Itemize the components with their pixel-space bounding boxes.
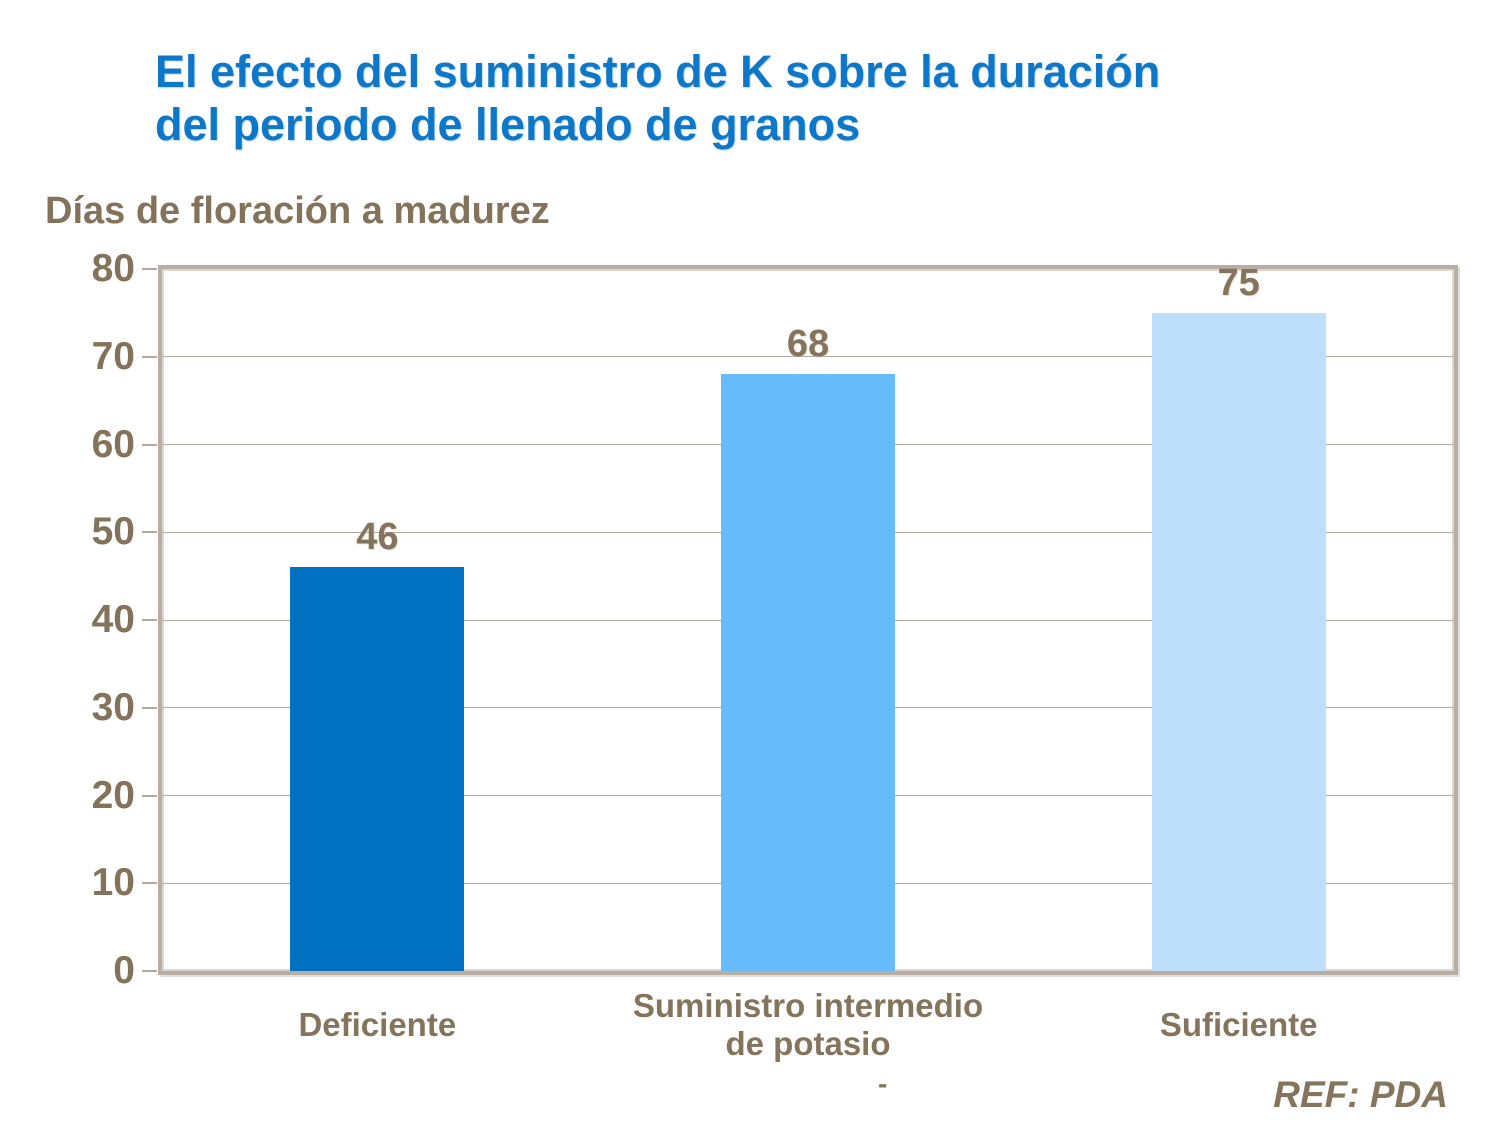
- bar-value-label-2: 68: [786, 323, 830, 366]
- y-tick-label-10: 10: [91, 861, 135, 905]
- y-tick-10: [142, 882, 157, 885]
- x-category-label-line: Suministro intermedio: [632, 987, 984, 1024]
- y-tick-60: [142, 443, 157, 446]
- bar-value-label-3: 75: [1217, 261, 1260, 304]
- y-tick-20: [142, 794, 157, 797]
- x-category-label-line: Deficiente: [298, 1006, 457, 1043]
- bar-2: [721, 374, 895, 971]
- y-tick-label-80: 80: [91, 247, 135, 290]
- chart-title: El efecto del suministro de K sobre la d…: [155, 46, 1395, 151]
- y-tick-label-60: 60: [91, 422, 135, 466]
- y-tick-label-0: 0: [113, 949, 135, 992]
- y-tick-0: [142, 970, 157, 972]
- plot-area: 0 10 20 30 40 50 60 70 80 46 68 75: [92, 247, 1458, 992]
- footer-dash: -: [878, 1068, 888, 1099]
- y-tick-50: [142, 531, 157, 534]
- y-tick-80: [142, 268, 157, 270]
- x-axis-labels: Deficiente Suministro intermedio de potasi…: [162, 982, 1454, 1068]
- x-category-label-2: Suministro intermedio de potasio: [593, 982, 1024, 1068]
- x-category-label-line: de potasio: [725, 1025, 891, 1062]
- y-tick-30: [142, 706, 157, 709]
- chart-title-line2: del periodo de llenado de granos: [155, 98, 861, 150]
- x-category-label-3: Suficiente: [1023, 982, 1454, 1068]
- bar-value-label-1: 46: [356, 516, 399, 559]
- y-axis-title: Días de floración a madurez: [45, 190, 550, 232]
- y-tick-label-20: 20: [91, 773, 135, 817]
- bar-1: [290, 567, 465, 971]
- chart-title-line1: El efecto del suministro de K sobre la d…: [155, 46, 1161, 97]
- y-tick-label-50: 50: [91, 510, 135, 554]
- y-tick-label-70: 70: [91, 334, 135, 378]
- reference-label: REF: PDA: [1273, 1074, 1448, 1115]
- bar-3: [1151, 312, 1326, 971]
- grid-line-70: [162, 356, 1454, 358]
- y-tick-40: [142, 619, 157, 621]
- x-category-label-line: Suficiente: [1159, 1006, 1318, 1043]
- y-tick-70: [142, 355, 157, 358]
- x-category-label-1: Deficiente: [162, 982, 593, 1068]
- y-tick-label-30: 30: [91, 685, 135, 729]
- y-tick-label-40: 40: [91, 598, 135, 641]
